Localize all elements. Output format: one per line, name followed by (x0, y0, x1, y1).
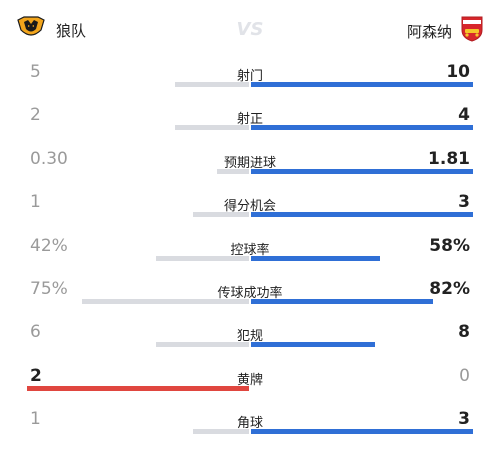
home-team[interactable]: 狼队 (16, 16, 86, 44)
away-value: 10 (446, 62, 470, 82)
home-bar (156, 342, 249, 347)
home-value: 6 (30, 322, 41, 342)
away-bar (251, 212, 473, 217)
home-value: 1 (30, 192, 41, 212)
home-value: 0.30 (30, 149, 68, 169)
away-value: 0 (459, 366, 470, 386)
stat-label: 控球率 (230, 243, 270, 258)
vs-text: VS (237, 19, 264, 40)
stat-label: 犯规 (236, 329, 263, 344)
stat-label: 黄牌 (236, 373, 263, 388)
stat-row: 5 射门 10 (0, 62, 500, 106)
stat-row: 2 黄牌 0 (0, 366, 500, 410)
home-bar (193, 212, 249, 217)
home-value: 1 (30, 409, 41, 429)
stat-row: 1 得分机会 3 (0, 192, 500, 236)
stat-label: 角球 (236, 416, 263, 431)
away-value: 4 (458, 105, 470, 125)
stat-label: 传球成功率 (217, 286, 283, 301)
home-bar (175, 125, 249, 130)
stat-row: 2 射正 4 (0, 105, 500, 149)
away-value: 3 (458, 409, 470, 429)
away-value: 82% (429, 279, 470, 299)
vs-mark: VS (232, 18, 268, 44)
away-bar (251, 82, 473, 87)
stat-row: 0.30 预期进球 1.81 (0, 149, 500, 193)
stat-label: 射门 (236, 69, 263, 84)
away-bar (251, 342, 375, 347)
away-team[interactable]: 阿森纳 (407, 16, 484, 46)
stat-label: 得分机会 (223, 199, 276, 214)
home-bar (82, 299, 249, 304)
away-value: 8 (458, 322, 470, 342)
home-team-name: 狼队 (56, 21, 87, 40)
home-bar (193, 429, 249, 434)
home-value: 5 (30, 62, 41, 82)
home-value: 2 (30, 105, 41, 125)
home-bar (217, 169, 249, 174)
match-header: 狼队 VS 阿森纳 (0, 0, 500, 60)
home-value: 2 (30, 366, 42, 386)
away-bar (251, 256, 380, 261)
away-bar (251, 429, 473, 434)
away-team-name: 阿森纳 (406, 22, 452, 41)
stat-row: 75% 传球成功率 82% (0, 279, 500, 323)
stat-label: 射正 (236, 112, 263, 127)
stat-row: 6 犯规 8 (0, 322, 500, 366)
home-value: 42% (30, 236, 68, 256)
arsenal-crest-icon (460, 16, 484, 46)
stat-row: 42% 控球率 58% (0, 236, 500, 280)
home-bar (156, 256, 249, 261)
home-bar (175, 82, 249, 87)
away-value: 3 (458, 192, 470, 212)
home-bar (27, 386, 249, 391)
away-bar (251, 299, 433, 304)
stat-row: 1 角球 3 (0, 409, 500, 453)
away-value: 1.81 (428, 149, 470, 169)
stat-label: 预期进球 (223, 156, 276, 171)
home-value: 75% (30, 279, 68, 299)
wolves-crest-icon (16, 16, 46, 44)
away-bar (251, 169, 473, 174)
away-bar (251, 125, 473, 130)
away-value: 58% (429, 236, 470, 256)
